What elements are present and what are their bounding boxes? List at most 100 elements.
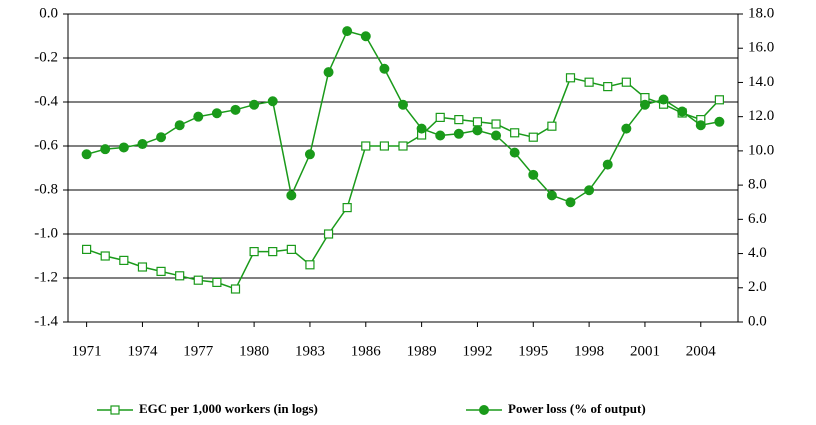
data-point [82,244,92,254]
data-point [453,128,464,139]
x-tick-label: 1974 [127,343,158,359]
data-point [175,271,185,281]
data-point [81,149,92,160]
y-tick-label: -0.6 [34,137,58,153]
series-line [86,30,720,204]
y-tick-label: -0.4 [34,93,58,109]
x-tick-label: 1971 [72,343,102,359]
y-tick-label: 0.0 [39,5,58,21]
data-point [286,244,296,254]
y2-tick-label: 0.0 [748,313,767,329]
data-point [230,284,241,294]
legend-label: Power loss (% of output) [508,401,646,416]
data-point [435,112,445,123]
y2-tick-label: 2.0 [748,279,767,295]
data-point [714,95,724,105]
x-tick-label: 2001 [630,343,660,359]
data-point [360,31,371,42]
data-point [137,262,148,272]
data-point [528,169,539,180]
y2-tick-label: 4.0 [748,245,767,261]
y-tick-label: -1.4 [34,313,58,329]
data-point [435,130,446,141]
data-point [546,190,557,201]
x-tick-label: 1977 [183,343,214,359]
x-tick-label: 1992 [462,343,492,359]
data-point [156,266,166,276]
data-point [510,128,520,138]
y2-tick-label: 10.0 [748,142,774,158]
data-point [379,63,390,74]
data-point [193,275,203,285]
data-point [639,99,650,110]
data-point [156,132,167,143]
data-point [454,114,464,125]
data-point [119,255,129,265]
data-point [547,121,557,131]
y-tick-label: -1.0 [34,225,58,241]
x-tick-label: 2004 [686,343,717,359]
data-point [342,203,352,213]
data-point [491,130,502,141]
x-tick-label: 1998 [574,343,604,359]
data-point [286,190,297,201]
data-point [267,96,278,107]
data-point [304,149,315,160]
legend-label: EGC per 1,000 workers (in logs) [139,401,318,416]
data-point [361,141,371,151]
data-point [472,117,483,127]
data-point [342,26,353,37]
data-point [472,125,483,136]
data-point [193,111,204,122]
data-point [398,99,408,110]
data-point [658,94,669,105]
x-tick-label: 1980 [239,343,269,359]
data-point [137,139,148,150]
data-point [416,123,427,134]
x-tick-label: 1983 [295,343,325,359]
x-tick-label: 1995 [518,343,548,359]
data-point [621,77,631,87]
data-point [621,123,632,134]
legend-marker [479,405,489,415]
y2-tick-label: 8.0 [748,177,767,193]
data-point [379,141,389,151]
data-point [677,106,688,117]
data-point [398,141,408,151]
y-tick-label: -0.8 [34,181,58,197]
data-point [509,147,520,158]
y2-tick-label: 16.0 [748,40,774,56]
data-point [584,185,595,196]
x-tick-label: 1986 [351,343,382,359]
data-point [565,197,576,208]
data-point [528,132,538,142]
y2-tick-label: 12.0 [748,108,774,124]
y-tick-label: -0.2 [34,49,58,65]
data-point [268,247,278,257]
data-point [249,99,260,110]
data-point [695,120,706,131]
data-point [305,260,315,270]
y2-tick-label: 18.0 [748,5,774,21]
y2-tick-label: 14.0 [748,74,774,90]
data-point [603,81,613,92]
data-point [100,251,110,261]
data-point [491,119,501,129]
data-point [118,142,129,153]
data-point [584,77,594,87]
data-point [230,104,241,115]
data-point [211,108,222,119]
data-point [100,144,111,155]
data-point [212,277,222,287]
legend-marker [110,405,120,415]
x-tick-label: 1989 [407,343,437,359]
data-point [323,229,334,239]
data-point [602,159,613,170]
data-point [565,73,576,83]
data-point [249,247,259,257]
y-tick-label: -1.2 [34,269,58,285]
data-point [323,67,334,78]
data-point [174,120,185,131]
y2-tick-label: 6.0 [748,211,767,227]
